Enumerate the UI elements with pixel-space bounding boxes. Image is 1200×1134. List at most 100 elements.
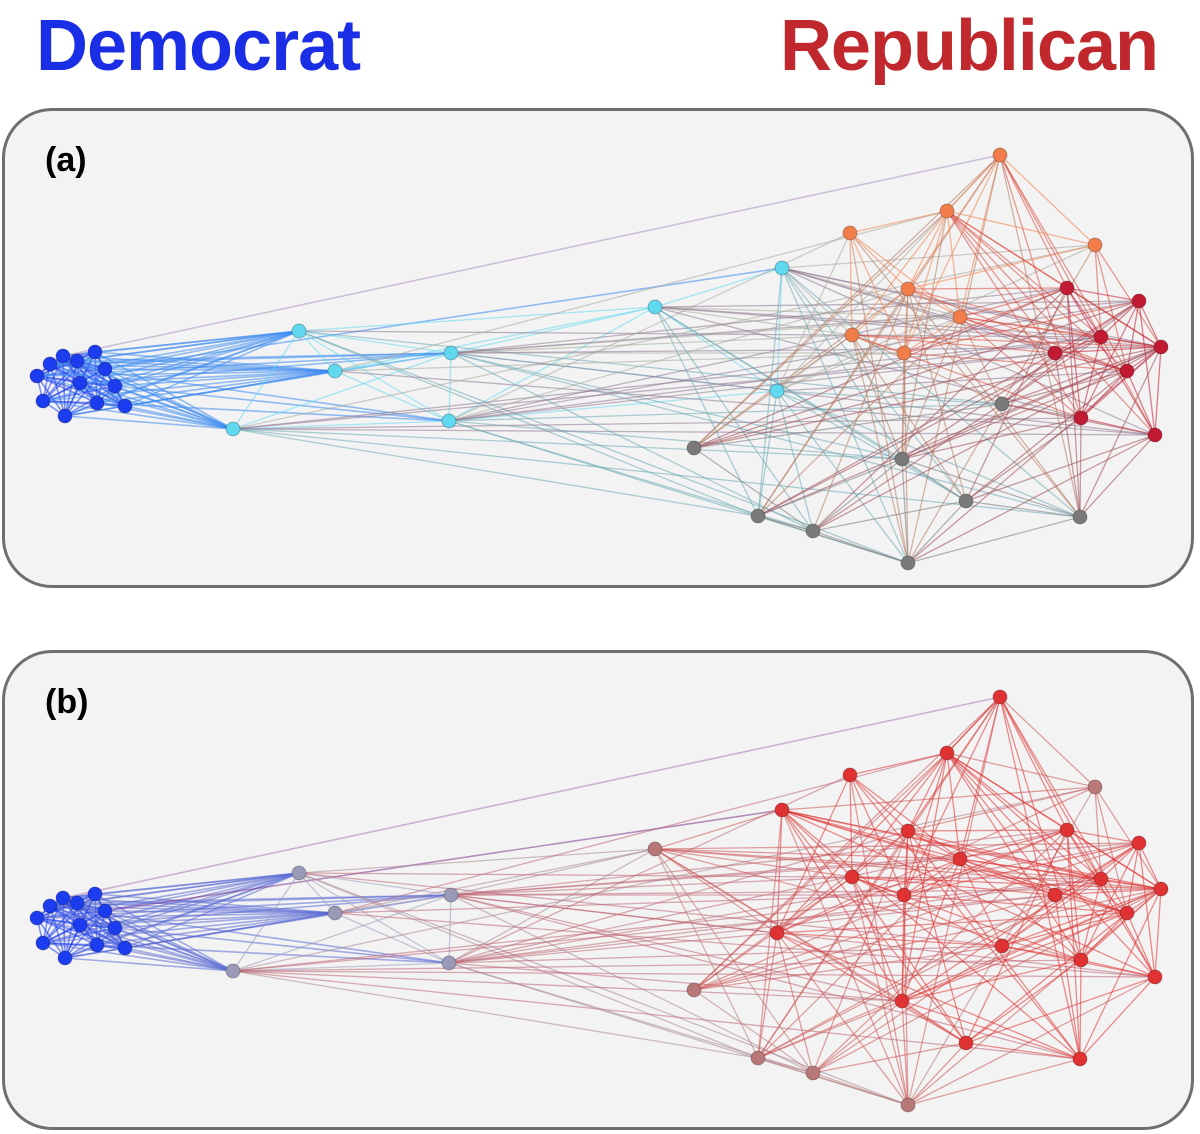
node-b-34: [1073, 952, 1089, 968]
node-b-17: [647, 841, 663, 857]
edge-a-136: [334, 370, 1156, 436]
node-a-36: [686, 440, 702, 456]
edge-a-104: [42, 370, 336, 402]
edge-a-183: [781, 267, 903, 460]
edge-b-222: [946, 752, 1056, 896]
edge-a-228: [849, 232, 909, 290]
node-b-2: [55, 890, 71, 906]
node-b-18: [774, 802, 790, 818]
edge-a-256: [959, 316, 1128, 372]
edge-b-262: [851, 876, 1162, 890]
node-b-8: [89, 937, 105, 953]
edge-a-199: [776, 390, 909, 564]
edge-b-242: [907, 829, 1068, 832]
node-b-22: [842, 767, 858, 783]
node-a-12: [291, 323, 307, 339]
edge-b-275: [1066, 829, 1140, 844]
edge-a-117: [232, 420, 450, 430]
edge-b-116: [334, 912, 450, 964]
edge-b-104: [42, 912, 336, 944]
edge-a-270: [903, 287, 1068, 354]
node-b-29: [1131, 835, 1147, 851]
edge-b-230: [849, 774, 853, 878]
edge-b-309: [1054, 894, 1128, 914]
node-a-28: [1059, 280, 1075, 296]
node-b-43: [900, 1097, 916, 1113]
edge-a-201: [999, 154, 1096, 246]
edge-a-226: [693, 210, 948, 449]
edge-b-124: [334, 848, 656, 914]
edge-a-141: [232, 428, 1156, 436]
node-a-1: [42, 356, 58, 372]
node-b-27: [896, 887, 912, 903]
edge-a-281: [812, 287, 1068, 532]
node-b-11: [72, 917, 88, 933]
node-a-6: [107, 378, 123, 394]
nodes-b: [29, 689, 1169, 1113]
edge-b-215: [907, 752, 948, 832]
edge-a-142: [232, 428, 903, 460]
node-a-27: [896, 345, 912, 361]
edge-b-304: [1001, 888, 1162, 947]
edge-b-216: [946, 752, 961, 860]
edge-b-161: [448, 962, 903, 1002]
edge-a-151: [450, 352, 1156, 436]
edge-a-91: [114, 385, 450, 422]
edge-a-320: [901, 417, 1082, 460]
edge-a-310: [693, 352, 1056, 449]
edge-b-125: [448, 932, 778, 964]
edge-a-109: [79, 352, 452, 384]
node-b-32: [1047, 887, 1063, 903]
edge-a-251: [903, 316, 961, 354]
edge-b-214: [946, 752, 1096, 788]
edge-b-323: [1079, 959, 1082, 1060]
node-a-21: [939, 203, 955, 219]
edge-b-334: [901, 1000, 909, 1106]
edge-b-176: [781, 809, 961, 860]
edge-b-290: [693, 842, 1140, 991]
node-a-25: [952, 309, 968, 325]
edge-b-291: [901, 842, 1140, 1002]
edge-b-311: [1001, 894, 1056, 947]
panel-label-b: (b): [45, 683, 89, 721]
edge-a-217: [851, 210, 948, 336]
edge-a-302: [693, 346, 1162, 449]
edge-b-233: [849, 774, 909, 1106]
edge-b-236: [1094, 786, 1162, 890]
edge-a-215: [907, 210, 948, 290]
edge-a-97: [96, 370, 336, 404]
node-b-42: [1072, 1051, 1088, 1067]
edge-b-287: [1126, 842, 1140, 914]
edge-b-118: [232, 894, 452, 972]
edge-a-144: [232, 428, 1081, 518]
edge-b-74: [49, 905, 450, 964]
node-a-3: [69, 353, 85, 369]
edge-b-317: [1001, 912, 1128, 947]
node-a-17: [647, 299, 663, 315]
edge-a-337: [812, 500, 967, 532]
edge-b-199: [776, 932, 909, 1106]
edge-a-153: [450, 352, 814, 532]
edge-b-235: [1094, 786, 1102, 880]
node-a-18: [774, 260, 790, 276]
edge-a-170: [654, 306, 1082, 419]
edge-b-123: [298, 848, 656, 874]
edge-b-144: [232, 970, 1081, 1060]
edge-b-252: [959, 829, 1068, 860]
node-a-37: [894, 451, 910, 467]
edge-a-327: [907, 434, 1156, 564]
edge-b-67: [36, 912, 336, 919]
edge-b-279: [1066, 829, 1156, 978]
edge-a-191: [776, 316, 961, 392]
node-b-33: [1119, 905, 1135, 921]
edge-a-288: [1080, 300, 1140, 419]
edge-b-322: [965, 959, 1082, 1044]
edge-b-117: [232, 962, 450, 972]
edge-b-263: [851, 876, 1056, 896]
edge-a-166: [654, 306, 853, 336]
edge-a-236: [1094, 244, 1162, 348]
edge-b-135: [334, 894, 905, 914]
edge-b-129: [298, 872, 450, 964]
edge-b-296: [757, 878, 1102, 1059]
node-a-16: [441, 413, 457, 429]
